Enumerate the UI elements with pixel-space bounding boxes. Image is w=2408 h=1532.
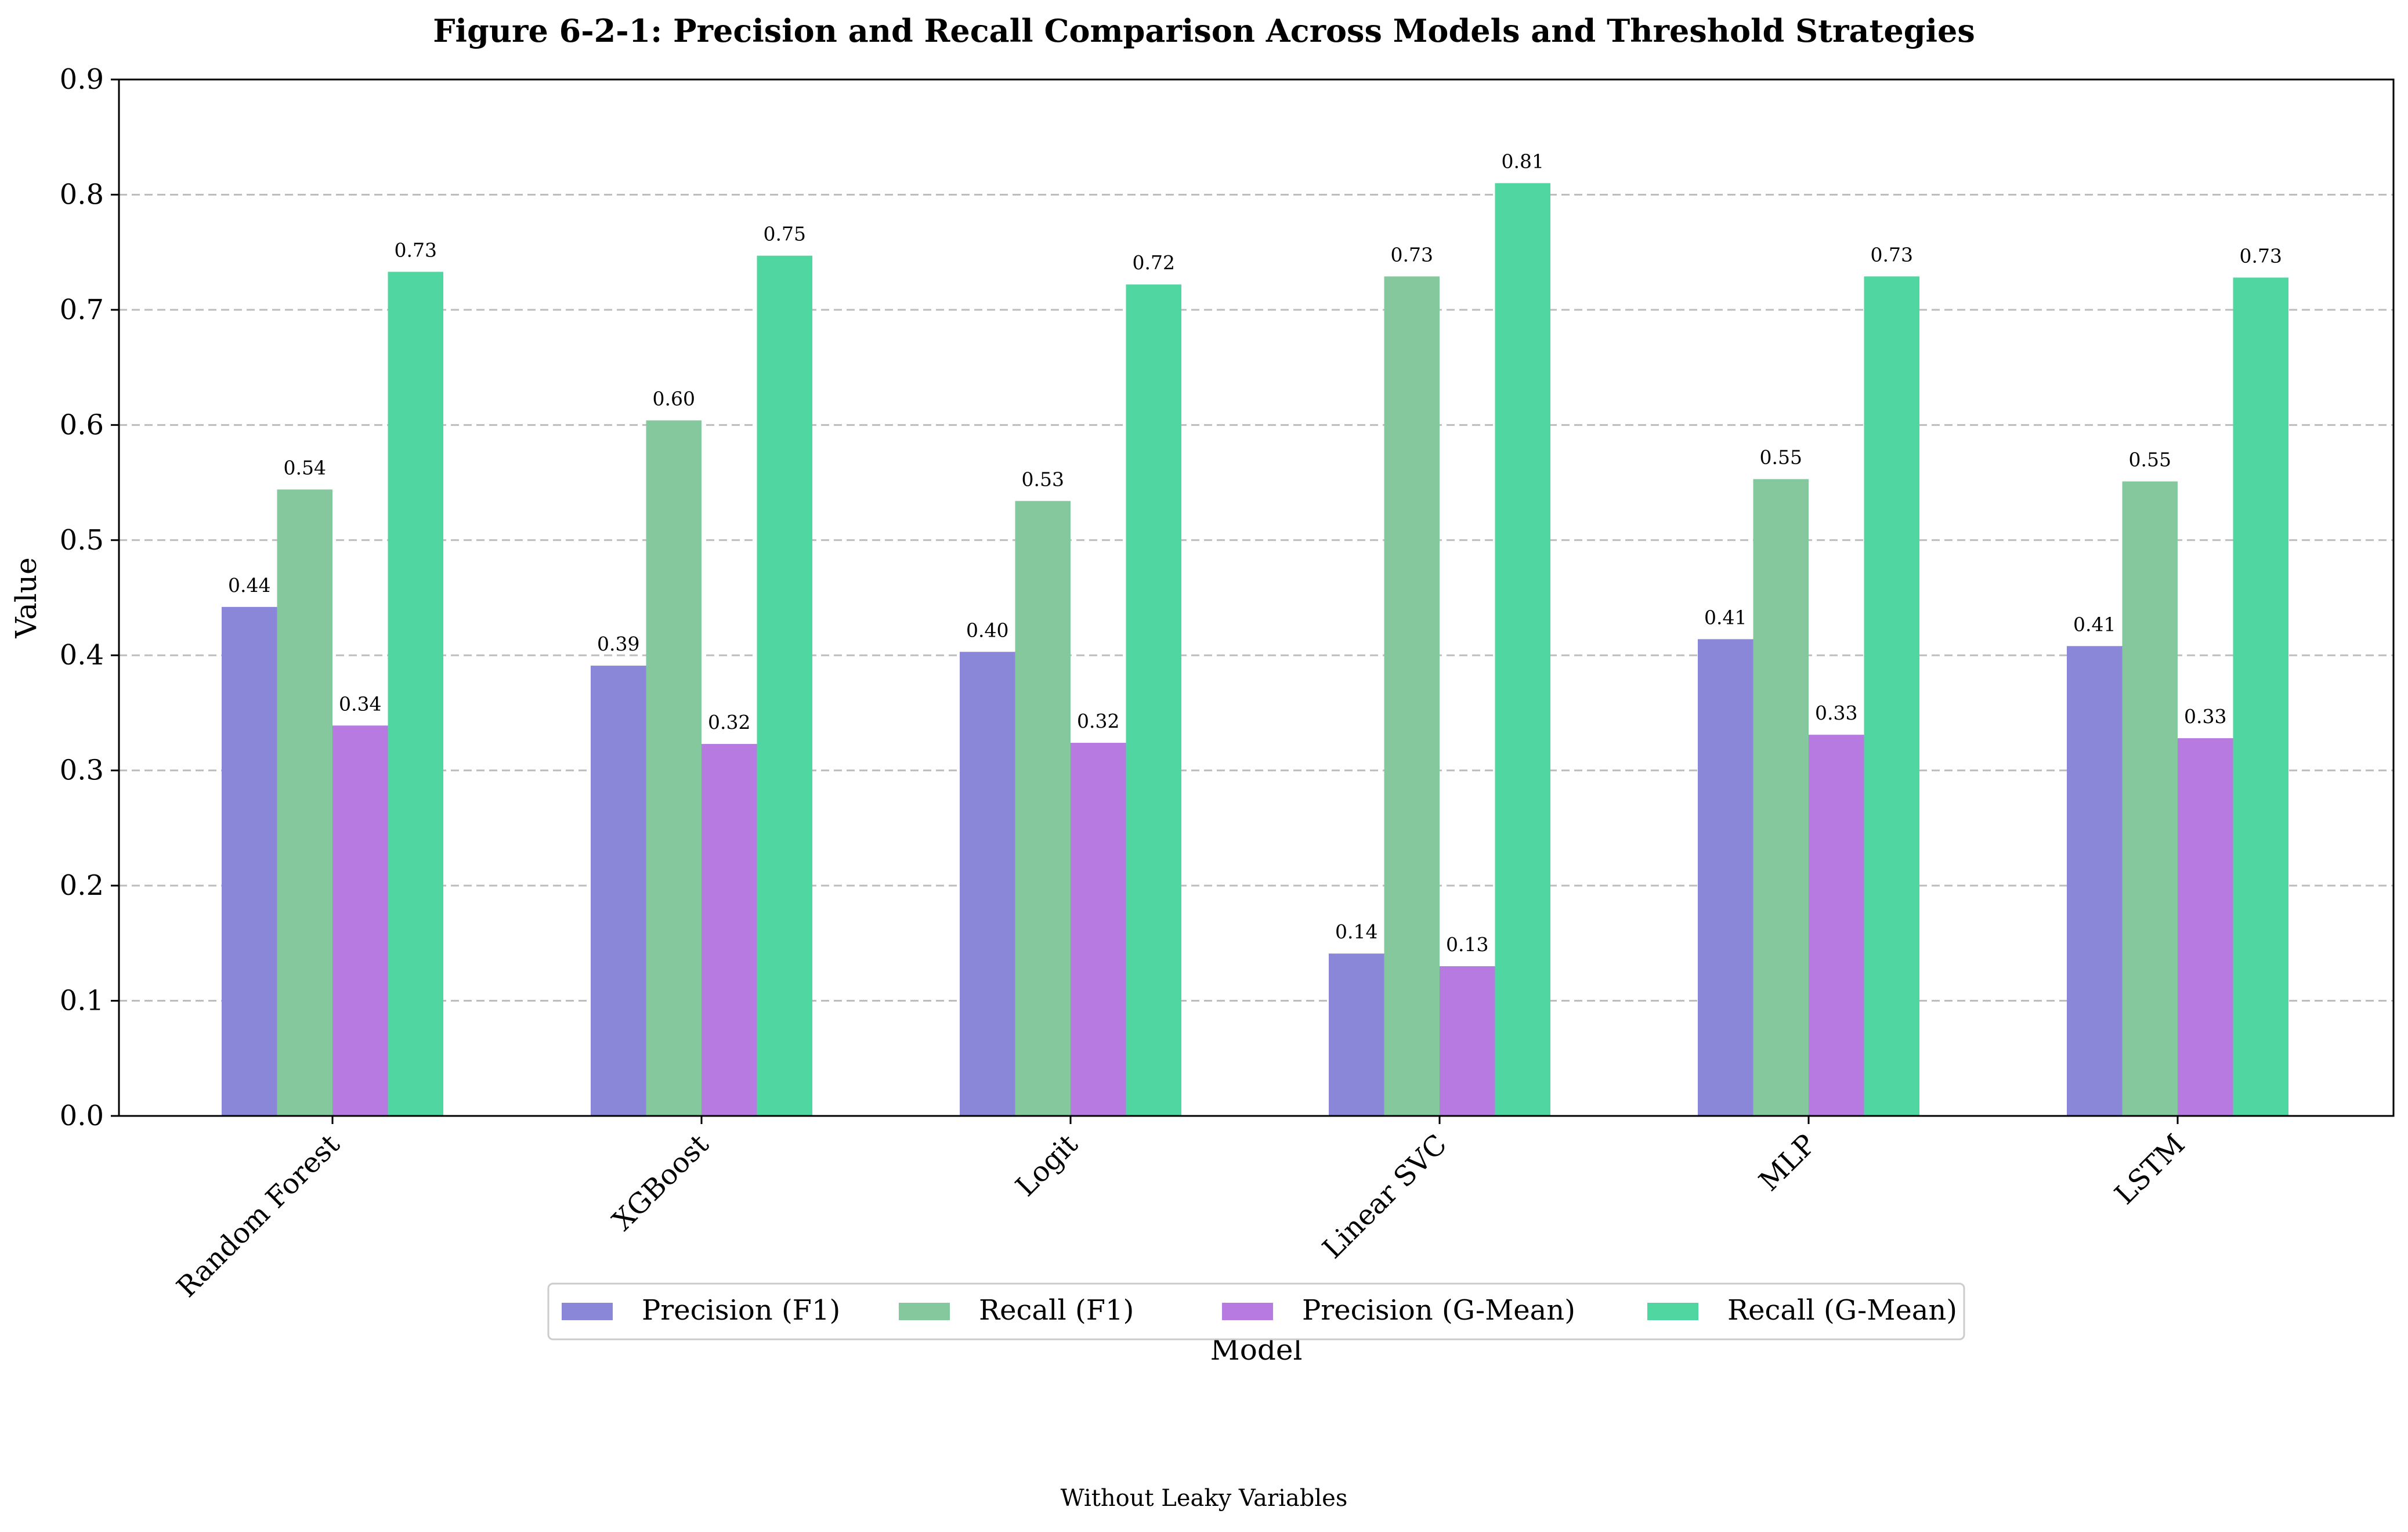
bar-value-label: 0.81 [1502,150,1544,173]
x-tick-label: LSTM [2109,1128,2192,1211]
bars [222,183,2288,1117]
bar-value-label: 0.44 [228,574,270,597]
bar [702,744,757,1116]
legend-swatch [899,1303,950,1320]
y-tick-label: 0.2 [60,869,104,902]
plot-frame [118,78,2395,1117]
x-tick-label: Random Forest [171,1128,346,1304]
bar-value-label: 0.55 [1760,446,1802,469]
bar [277,489,332,1117]
chart-title: Figure 6-2-1: Precision and Recall Compa… [433,12,1975,49]
bar [222,606,277,1116]
y-tick-label: 0.0 [60,1100,104,1132]
x-tick-label: XGBoost [606,1128,715,1237]
x-tick-label: MLP [1753,1128,1823,1198]
y-tick-label: 0.3 [60,754,104,787]
bar-value-label: 0.55 [2129,449,2171,471]
legend-label: Recall (G-Mean) [1727,1294,1957,1327]
bar-value-label: 0.33 [1815,702,1857,724]
bar [1698,639,1753,1116]
legend-label: Precision (G-Mean) [1302,1294,1575,1327]
bar [1809,735,1864,1116]
bar-value-label: 0.73 [2240,244,2282,267]
bar-value-label: 0.13 [1446,933,1488,956]
bar [1753,479,1809,1116]
bar [1126,284,1181,1117]
bar-value-label: 0.33 [2184,705,2226,728]
x-tick-label: Logit [1010,1128,1084,1203]
y-axis-label: Value [9,557,43,638]
bar [1495,183,1550,1117]
bar-value-label: 0.53 [1022,468,1064,490]
x-tick-label: Linear SVC [1317,1128,1454,1265]
chart-footnote: Without Leaky Variables [1061,1485,1348,1512]
bar-value-label: 0.40 [966,619,1008,641]
bar-value-label: 0.72 [1133,251,1175,274]
bar-value-label: 0.39 [597,633,639,655]
grid-lines [119,193,2393,1002]
legend-label: Precision (F1) [642,1294,840,1327]
bar-value-label: 0.32 [1077,710,1119,732]
bar-value-label: 0.41 [2073,613,2116,635]
y-tick-label: 0.5 [60,524,104,557]
bar-value-label: 0.73 [1871,243,1913,266]
bar [1015,501,1071,1116]
legend: Precision (F1) Recall (F1) Precision (G-Me… [547,1282,1965,1340]
legend-swatch [562,1303,613,1320]
bar [1440,966,1495,1116]
bar [1071,743,1126,1116]
bar [2178,738,2233,1116]
bar-value-label: 0.73 [395,239,437,261]
y-tick-label: 0.9 [60,63,104,96]
bar [332,725,388,1116]
bar [2122,481,2178,1117]
bar [1864,276,1919,1117]
y-tick-label: 0.1 [60,985,104,1017]
bar [591,666,646,1116]
bar-value-label: 0.75 [764,223,806,245]
bar [960,652,1015,1116]
bar-value-label: 0.54 [284,456,326,479]
y-tick-label: 0.6 [60,409,104,441]
bar [2233,277,2288,1116]
y-tick-label: 0.7 [60,294,104,326]
bar [757,255,812,1116]
bar [2067,646,2123,1116]
bar-value-label: 0.32 [708,711,750,734]
bar [388,272,443,1116]
y-tick-label: 0.8 [60,178,104,211]
data-labels: 0.44 0.54 0.34 0.73 0.39 0.60 0.32 0.75 0.40 0.53… [228,150,2282,956]
bar-value-label: 0.41 [1704,606,1747,628]
bar-value-label: 0.60 [653,387,695,410]
legend-swatch [1222,1303,1273,1320]
bar-value-label: 0.73 [1391,243,1433,266]
y-tick-label: 0.4 [60,639,104,671]
bar [646,420,702,1117]
bar [1384,276,1440,1117]
bar-value-label: 0.14 [1335,920,1377,943]
bar-value-label: 0.34 [339,692,381,715]
legend-label: Recall (F1) [979,1294,1134,1327]
legend-swatch [1647,1303,1698,1320]
bar [1329,953,1384,1116]
